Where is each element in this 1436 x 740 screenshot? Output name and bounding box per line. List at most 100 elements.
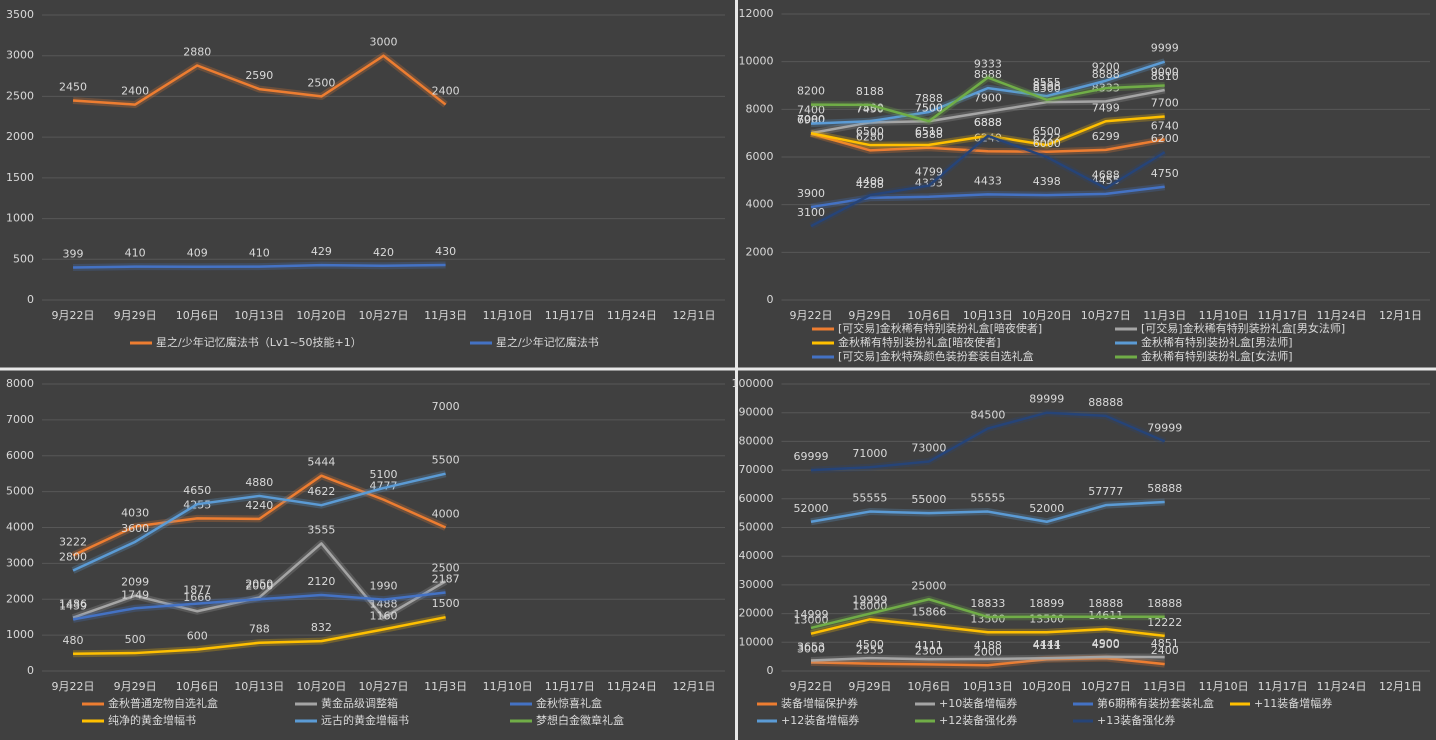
legend-label: 装备增幅保护券 (781, 696, 858, 710)
x-tick-label: 11月3日 (1143, 309, 1186, 322)
x-tick-label: 10月20日 (1022, 309, 1072, 322)
legend-label: [可交易]金秋稀有特别装扮礼盒[男女法师] (1141, 321, 1345, 335)
legend-label: 纯净的黄金增幅书 (108, 713, 196, 727)
x-tick-label: 10月27日 (359, 680, 409, 693)
data-label: 500 (125, 633, 146, 646)
series-line (810, 598, 1165, 630)
data-label: 7499 (1092, 101, 1120, 114)
data-label: 4111 (1033, 639, 1061, 652)
legend-label: 金秋惊喜礼盒 (536, 696, 602, 710)
series-line (72, 472, 446, 572)
series-line (810, 655, 1165, 662)
data-label: 4851 (1151, 637, 1179, 650)
data-label: 1990 (370, 580, 398, 593)
data-label: 4880 (245, 476, 273, 489)
data-label: 55555 (970, 492, 1005, 505)
data-label: 57777 (1088, 485, 1123, 498)
data-label: 88888 (1088, 396, 1123, 409)
data-label: 6000 (1033, 137, 1061, 150)
y-tick-label: 70000 (739, 463, 774, 476)
x-tick-label: 11月3日 (1143, 680, 1186, 693)
data-label: 3600 (121, 522, 149, 535)
data-label: 600 (187, 629, 208, 642)
y-tick-label: 8000 (746, 102, 774, 115)
y-tick-label: 90000 (739, 406, 774, 419)
data-label: 2590 (245, 69, 273, 82)
data-label: 7000 (432, 400, 460, 413)
data-label: 2555 (856, 644, 884, 657)
x-tick-label: 11月10日 (1199, 309, 1249, 322)
x-tick-label: 9月22日 (52, 680, 95, 693)
data-label: 18888 (1147, 597, 1182, 610)
y-tick-label: 3000 (6, 49, 34, 62)
y-tick-label: 20000 (739, 607, 774, 620)
series-line (810, 134, 1166, 228)
data-label: 1500 (432, 597, 460, 610)
y-tick-label: 2000 (6, 592, 34, 605)
y-tick-label: 1500 (6, 171, 34, 184)
legend-label: +13装备强化券 (1097, 713, 1175, 727)
x-tick-label: 10月27日 (1081, 309, 1131, 322)
data-label: 8398 (1033, 80, 1061, 93)
x-tick-label: 10月13日 (963, 680, 1013, 693)
y-tick-label: 8000 (6, 377, 34, 390)
data-label: 3000 (370, 36, 398, 49)
x-tick-label: 10月20日 (296, 309, 346, 322)
data-label: 89999 (1029, 393, 1064, 406)
y-tick-label: 30000 (739, 578, 774, 591)
data-label: 3000 (797, 642, 825, 655)
data-label: 6888 (974, 116, 1002, 129)
x-tick-label: 11月24日 (607, 680, 657, 693)
x-tick-label: 9月22日 (789, 309, 832, 322)
series-line (72, 54, 447, 106)
y-tick-label: 1000 (6, 212, 34, 225)
data-label: 8555 (1033, 76, 1061, 89)
data-label: 4288 (856, 178, 884, 191)
series-line (810, 411, 1166, 472)
data-label: 6740 (1151, 119, 1179, 132)
x-tick-label: 12月1日 (672, 680, 715, 693)
data-label: 409 (187, 247, 208, 260)
data-label: 9000 (1151, 66, 1179, 79)
data-label: 3900 (797, 187, 825, 200)
y-tick-label: 40000 (739, 549, 774, 562)
data-label: 18833 (970, 597, 1005, 610)
y-tick-label: 100000 (732, 377, 774, 390)
data-label: 1877 (183, 584, 211, 597)
x-tick-label: 10月20日 (296, 680, 346, 693)
x-tick-label: 11月24日 (1317, 309, 1367, 322)
data-label: 480 (63, 634, 84, 647)
data-label: 430 (435, 245, 456, 258)
y-tick-label: 10000 (739, 635, 774, 648)
legend-label: +10装备增幅券 (939, 696, 1017, 710)
y-tick-label: 3000 (6, 556, 34, 569)
data-label: 6280 (856, 130, 884, 143)
data-label: 7500 (915, 101, 943, 114)
data-label: 1160 (370, 609, 398, 622)
y-tick-label: 4000 (6, 521, 34, 534)
series-line (72, 591, 446, 621)
data-label: 2800 (59, 551, 87, 564)
data-label: 1666 (183, 591, 211, 604)
y-tick-label: 2000 (6, 130, 34, 143)
data-label: 4900 (1092, 637, 1120, 650)
legend-label: [可交易]金秋特殊颜色装扮套装自选礼盒 (838, 349, 1034, 363)
series-line (810, 500, 1165, 524)
data-label: 7400 (797, 104, 825, 117)
series-line (73, 263, 446, 269)
data-label: 2300 (915, 644, 943, 657)
data-label: 2400 (1151, 644, 1179, 657)
x-tick-label: 11月24日 (607, 309, 657, 322)
y-tick-label: 0 (27, 293, 34, 306)
x-tick-label: 9月29日 (848, 680, 891, 693)
x-tick-label: 10月27日 (1081, 680, 1131, 693)
data-label: 9333 (974, 58, 1002, 71)
data-label: 58888 (1147, 482, 1182, 495)
x-tick-label: 11月10日 (483, 680, 533, 693)
y-tick-label: 6000 (746, 150, 774, 163)
data-label: 4750 (1151, 167, 1179, 180)
x-tick-label: 11月24日 (1317, 680, 1367, 693)
x-tick-label: 10月13日 (234, 309, 284, 322)
data-label: 1486 (59, 598, 87, 611)
x-tick-label: 10月6日 (907, 309, 950, 322)
